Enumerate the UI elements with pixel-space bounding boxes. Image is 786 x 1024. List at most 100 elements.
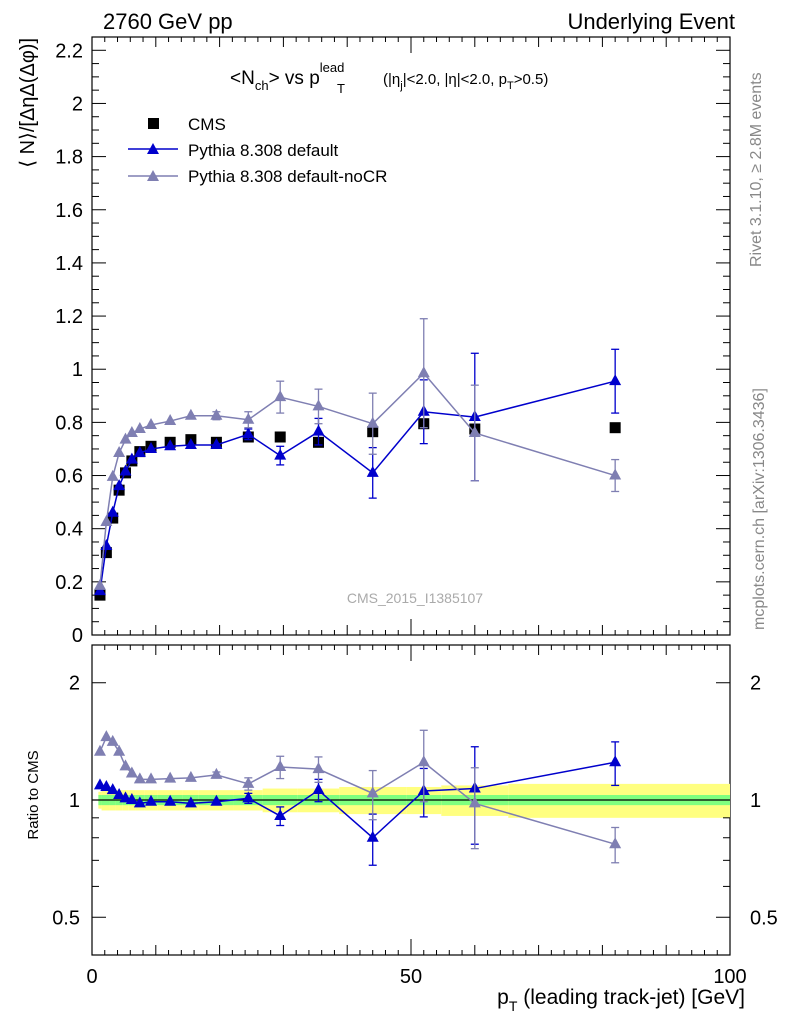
ratio-point (210, 767, 223, 779)
ratio-point (133, 796, 146, 808)
analysis-label: Underlying Event (567, 9, 735, 34)
legend-label-default: Pythia 8.308 default (188, 141, 339, 160)
title-cut: >0.5) (514, 71, 549, 88)
ratio-point (312, 783, 325, 795)
data-point (133, 422, 146, 434)
data-point (210, 408, 223, 420)
y-tick-label: 1.2 (55, 306, 83, 328)
y-tick-label: 0.4 (55, 519, 83, 541)
data-point (242, 427, 255, 439)
rivet-label: Rivet 3.1.10, ≥ 2.8M events (748, 72, 765, 267)
ratio-point (164, 794, 177, 806)
x-axis-title: pT (leading track-jet) [GeV] (497, 986, 745, 1014)
y-tick-label: 0.5 (52, 907, 80, 929)
data-point (312, 399, 325, 411)
ratio-point (242, 776, 255, 788)
title-part: ch (255, 78, 269, 93)
x-axis-title-rest: (leading track-jet) [GeV] (517, 986, 745, 1009)
title-part: T (337, 81, 345, 96)
data-point (417, 366, 430, 378)
data-point (93, 578, 106, 590)
ratio-point (366, 786, 379, 798)
y-tick-label: 2 (69, 673, 80, 695)
ratio-point (125, 793, 138, 804)
x-tick-label: 100 (713, 966, 746, 988)
ratio-point (312, 762, 325, 774)
ratio-point (417, 755, 430, 767)
ratio-point (210, 794, 223, 806)
y-axis-title-main: ⟨ N⟩/[ΔηΔ(Δφ)] (17, 38, 39, 168)
title-cut: (|η (383, 71, 400, 88)
data-point (113, 445, 126, 457)
data-point (125, 452, 138, 464)
data-point (609, 468, 622, 480)
data-point (210, 437, 223, 449)
data-point (119, 432, 132, 444)
data-point (145, 418, 158, 430)
data-point (145, 441, 158, 453)
legend: CMS Pythia 8.308 default Pythia 8.308 de… (128, 115, 387, 186)
ratio-point (100, 730, 113, 742)
legend-label-nocr: Pythia 8.308 default-noCR (188, 167, 387, 186)
ratio-point (125, 766, 138, 778)
ratio-point (366, 830, 379, 842)
x-axis-title-sub: T (509, 998, 518, 1014)
y-tick-label: 0.8 (55, 412, 83, 434)
data-point (609, 422, 621, 434)
ratio-point (184, 796, 197, 808)
y-tick-label: 0 (72, 625, 83, 647)
legend-marker-cms (148, 118, 159, 129)
y-tick-label: 1 (72, 359, 83, 381)
ratio-point (468, 796, 481, 808)
data-point (609, 374, 622, 386)
title-part: > vs p (269, 68, 320, 89)
energy-label: 2760 GeV pp (103, 9, 233, 34)
y-axis-title-ratio: Ratio to CMS (25, 750, 42, 839)
data-point (107, 512, 119, 524)
ratio-point (133, 772, 146, 784)
legend-marker-nocr (147, 170, 159, 181)
legend-marker-default (147, 143, 159, 154)
ratio-point (274, 760, 287, 772)
ratio-point (145, 794, 158, 806)
ratio-point (106, 734, 119, 746)
ratio-panel: 0.5 0.5 1 1 2 2 0 50 100 (52, 644, 778, 988)
mcplots-label: mcplots.cern.ch [arXiv:1306.3436] (751, 388, 768, 630)
y-tick-label: 2.2 (55, 40, 83, 62)
plot-title: <Nch> vs plead T(|ηj|<2.0, |η|<2.0, pT>0.… (230, 60, 548, 96)
data-point (164, 414, 177, 426)
x-tick-label: 0 (86, 966, 97, 988)
data-point (274, 431, 286, 443)
data-point (468, 426, 481, 438)
series-line (99, 372, 616, 586)
data-point (100, 538, 113, 550)
data-point (274, 390, 287, 402)
data-point (242, 412, 255, 424)
title-cut: |<2.0, |η|<2.0, p (403, 71, 507, 88)
ratio-point (609, 755, 622, 767)
main-panel: 0.2 0.4 0.6 0.8 1 1.2 1.4 1.6 1.8 2 2.2 0 (55, 36, 731, 647)
data-point (125, 426, 138, 438)
y-tick-label: 1 (69, 790, 80, 812)
title-cut: j (399, 80, 402, 92)
y-tick-label: 1.8 (55, 147, 83, 169)
ratio-point (145, 772, 158, 784)
ratio-point (113, 744, 126, 756)
y-tick-label: 1.6 (55, 200, 83, 222)
ratio-point (184, 770, 197, 782)
data-point (100, 547, 112, 559)
title-cut: T (507, 80, 514, 92)
data-point (100, 515, 113, 527)
data-point (113, 479, 126, 491)
data-point (366, 465, 379, 477)
data-point (164, 439, 177, 451)
data-point (274, 448, 287, 460)
data-point (133, 445, 146, 457)
x-axis-title-p: p (497, 986, 509, 1009)
y-tick-label-right: 2 (750, 673, 761, 695)
data-point (184, 437, 197, 449)
y-tick-label-right: 0.5 (750, 907, 778, 929)
y-tick-label: 1.4 (55, 253, 83, 275)
ratio-point (609, 837, 622, 849)
